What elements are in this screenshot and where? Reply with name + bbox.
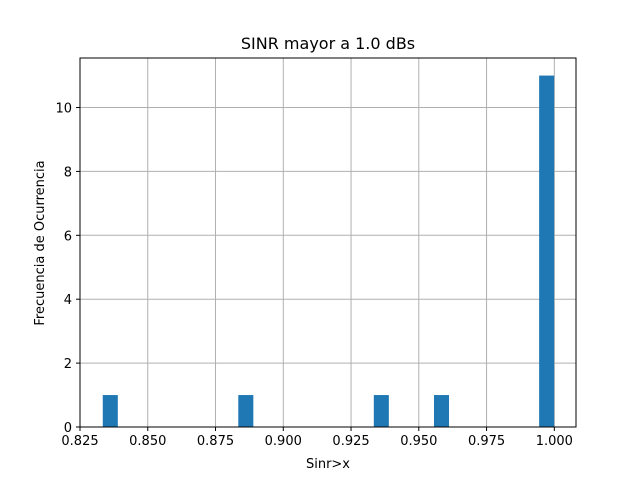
- x-tick-label: 0.825: [61, 434, 98, 449]
- chart-title: SINR mayor a 1.0 dBs: [241, 34, 415, 53]
- grid: [79, 58, 576, 428]
- y-axis-ticks: 0 2 4 6 8 10: [55, 102, 80, 436]
- x-axis-ticks: 0.825 0.850 0.875 0.900 0.925 0.950 0.975 1.000: [61, 427, 573, 449]
- x-tick-label: 0.950: [400, 434, 437, 449]
- x-axis-label: Sinr>x: [306, 457, 350, 472]
- bars: [102, 75, 555, 428]
- y-tick-label: 6: [64, 229, 72, 244]
- x-tick-label: 0.975: [468, 434, 505, 449]
- histogram-bar: [539, 75, 555, 428]
- histogram-bar: [238, 395, 254, 427]
- x-tick-label: 1.000: [536, 434, 573, 449]
- y-tick-label: 8: [64, 165, 72, 180]
- histogram-bar: [102, 395, 118, 427]
- y-tick-label: 4: [64, 293, 72, 308]
- y-tick-label: 10: [55, 102, 72, 117]
- y-tick-label: 0: [64, 421, 72, 436]
- y-tick-label: 2: [64, 357, 72, 372]
- histogram-bar: [373, 395, 389, 427]
- x-tick-label: 0.925: [332, 434, 369, 449]
- x-tick-label: 0.850: [129, 434, 166, 449]
- plot-frame: [79, 57, 577, 428]
- histogram-bar: [433, 395, 450, 427]
- y-axis-label: Frecuencia de Ocurrencia: [33, 160, 48, 325]
- x-tick-label: 0.900: [265, 434, 302, 449]
- x-tick-label: 0.875: [197, 434, 234, 449]
